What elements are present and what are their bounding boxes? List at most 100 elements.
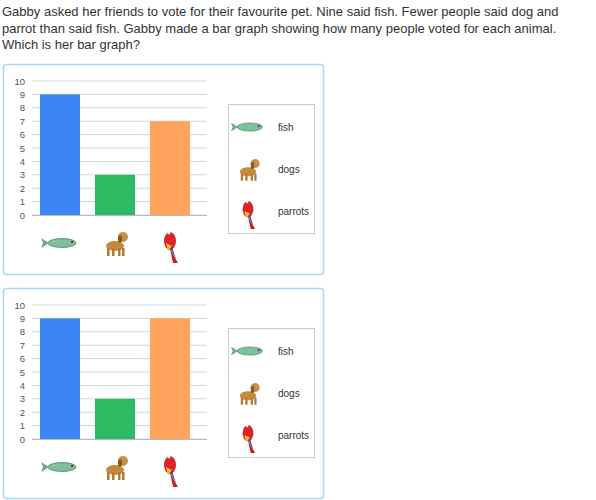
dog-leg bbox=[245, 174, 247, 181]
dog-leg bbox=[254, 398, 256, 405]
parrot-tail bbox=[170, 249, 178, 263]
bar bbox=[95, 399, 135, 439]
parrot-wing-yellow bbox=[166, 467, 172, 475]
dog-ear bbox=[251, 162, 255, 169]
legend: fishdogsparrots bbox=[229, 105, 315, 234]
fish-eye bbox=[258, 349, 260, 351]
icon-2 bbox=[243, 201, 256, 229]
legend-label: parrots bbox=[278, 430, 309, 441]
dog-ear bbox=[251, 386, 255, 393]
y-tick-label: 2 bbox=[20, 183, 25, 194]
y-tick-label: 3 bbox=[20, 393, 25, 404]
y-tick-label: 6 bbox=[20, 129, 25, 140]
fish-body bbox=[237, 123, 262, 131]
icon-0 bbox=[231, 347, 263, 356]
grid-line bbox=[32, 81, 207, 82]
icon-1 bbox=[106, 456, 128, 480]
x-axis bbox=[32, 439, 207, 440]
y-tick-label: 1 bbox=[20, 196, 25, 207]
y-tick-label: 10 bbox=[14, 300, 25, 311]
dog-head bbox=[118, 456, 128, 466]
dog-leg bbox=[254, 174, 256, 181]
fish-body bbox=[48, 463, 76, 472]
fish-tail bbox=[41, 238, 49, 248]
fish-tail bbox=[231, 347, 238, 356]
parrot-wing-yellow bbox=[244, 211, 249, 218]
parrot-body bbox=[243, 425, 254, 441]
bar bbox=[40, 94, 80, 215]
y-tick-label: 9 bbox=[20, 89, 25, 100]
legend: fish dogs parrots bbox=[229, 329, 315, 458]
dog-leg bbox=[118, 472, 121, 480]
dog-head bbox=[251, 159, 260, 168]
y-tick-label: 9 bbox=[20, 313, 25, 324]
fish-eye bbox=[258, 125, 260, 127]
panel-frame bbox=[4, 65, 324, 275]
icon-0 bbox=[41, 462, 76, 472]
parrot-tail bbox=[248, 440, 255, 453]
question: Gabby asked her friends to vote for thei… bbox=[2, 4, 594, 54]
icon-2 bbox=[164, 456, 178, 487]
legend-frame bbox=[229, 105, 315, 234]
y-tick-label: 2 bbox=[20, 407, 25, 418]
dog-leg bbox=[122, 248, 125, 256]
parrot-eye bbox=[246, 201, 249, 204]
icon-2 bbox=[164, 232, 178, 263]
legend-frame bbox=[229, 329, 315, 458]
dog-leg bbox=[107, 248, 110, 256]
bar bbox=[95, 175, 135, 215]
parrot-eye bbox=[246, 425, 249, 428]
chart-panel: 012345678910fishdogsparrots bbox=[4, 289, 324, 499]
legend-label: parrots bbox=[278, 206, 309, 217]
y-tick-label: 4 bbox=[20, 156, 25, 167]
icon-1 bbox=[106, 232, 128, 256]
dog-leg bbox=[241, 174, 243, 181]
y-tick-label: 8 bbox=[20, 326, 25, 337]
y-tick-label: 3 bbox=[20, 169, 25, 180]
dog-leg bbox=[112, 472, 115, 480]
parrot-body bbox=[164, 232, 176, 250]
dog-leg bbox=[251, 174, 253, 181]
fish-body bbox=[48, 239, 76, 248]
parrot-eye bbox=[168, 232, 171, 235]
legend-label: dogs bbox=[278, 164, 300, 175]
chart-panel: 012345678910fishdogsparrots bbox=[4, 65, 324, 275]
fish-tail bbox=[231, 123, 238, 132]
dog-leg bbox=[251, 398, 253, 405]
parrot-wing-yellow bbox=[244, 435, 249, 442]
y-tick-label: 7 bbox=[20, 340, 25, 351]
y-tick-label: 7 bbox=[20, 116, 25, 127]
dog-leg bbox=[107, 472, 110, 480]
x-axis bbox=[32, 215, 207, 216]
y-tick-label: 0 bbox=[20, 434, 25, 445]
dog-ear bbox=[118, 459, 122, 467]
y-tick-label: 1 bbox=[20, 420, 25, 431]
bar bbox=[150, 318, 190, 439]
icon-0 bbox=[41, 238, 76, 248]
dog-leg bbox=[122, 472, 125, 480]
y-tick-label: 5 bbox=[20, 367, 25, 378]
icon-1 bbox=[240, 159, 260, 181]
y-tick-label: 10 bbox=[14, 76, 25, 87]
dog-leg bbox=[241, 398, 243, 405]
y-tick-label: 8 bbox=[20, 102, 25, 113]
dog-leg bbox=[118, 248, 121, 256]
dog-leg bbox=[245, 398, 247, 405]
stage: 012345678910fishdogsparrots012345678910f… bbox=[0, 0, 596, 500]
parrot-tail bbox=[248, 216, 255, 229]
fish-tail bbox=[41, 462, 49, 472]
legend-label: fish bbox=[278, 346, 294, 357]
fish-body bbox=[237, 347, 262, 355]
panel-frame bbox=[4, 289, 324, 499]
parrot-body bbox=[243, 201, 254, 217]
dog-leg bbox=[112, 248, 115, 256]
y-tick-label: 5 bbox=[20, 143, 25, 154]
y-tick-label: 4 bbox=[20, 380, 25, 391]
y-tick-label: 0 bbox=[20, 210, 25, 221]
dog-head bbox=[118, 232, 128, 242]
legend-label: dogs bbox=[278, 388, 300, 399]
dog-head bbox=[251, 383, 260, 392]
grid-line bbox=[32, 305, 207, 306]
parrot-wing-yellow bbox=[166, 243, 172, 251]
bar bbox=[40, 318, 80, 439]
